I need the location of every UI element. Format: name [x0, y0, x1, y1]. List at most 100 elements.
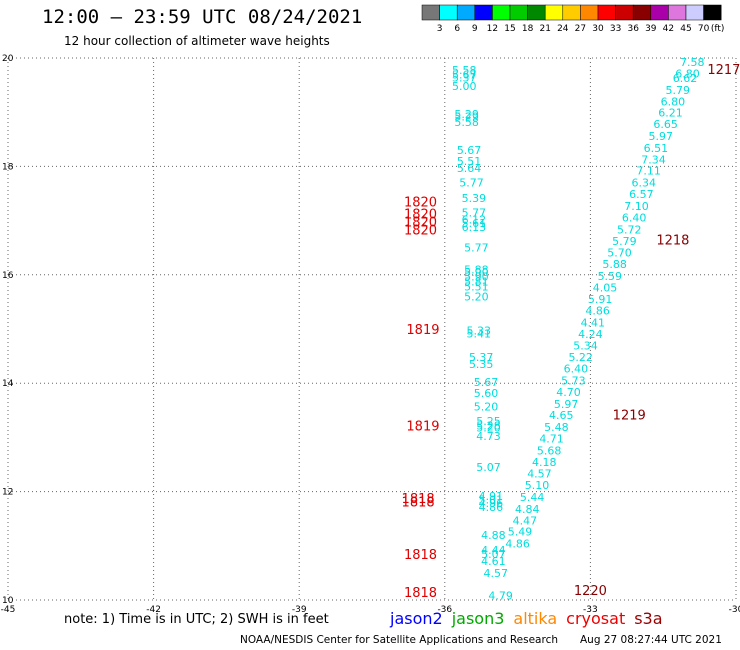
colorbar-swatch	[527, 4, 546, 21]
wave-height-point: 5.29	[454, 108, 479, 121]
time-label: 1818	[404, 586, 437, 601]
y-tick-label: 16	[2, 271, 14, 281]
y-tick-label: 14	[2, 379, 14, 389]
x-tick-label: -42	[146, 605, 161, 615]
colorbar-swatch	[544, 4, 564, 21]
colorbar-swatch	[632, 4, 652, 21]
wave-height-point: 7.58	[680, 56, 705, 69]
wave-height-point: 4.47	[513, 514, 538, 527]
wave-height-point: 4.61	[481, 555, 506, 568]
wave-height-point: 6.57	[629, 188, 654, 201]
wave-height-point: 6.51	[644, 142, 669, 155]
x-tick-label: -36	[437, 605, 452, 615]
wave-height-point: 5.77	[459, 177, 484, 190]
wave-height-point: 4.86	[479, 501, 504, 514]
wave-height-point: 5.70	[607, 247, 632, 260]
wave-height-point: 7.10	[624, 200, 649, 213]
wave-height-point: 4.44	[481, 544, 506, 557]
wave-height-point: 5.20	[476, 422, 501, 435]
colorbar-tick-label: 39	[645, 24, 657, 34]
wave-height-point: 4.41	[581, 316, 606, 329]
wave-height-point: 4.91	[479, 490, 504, 503]
wave-height-point: 5.44	[520, 491, 545, 504]
wave-height-point: 6.40	[564, 363, 589, 376]
wave-height-point: 5.20	[474, 401, 499, 414]
time-labels: 1820182018201820181918191818181818181818…	[402, 63, 740, 601]
wave-height-point: 5.64	[457, 162, 482, 175]
colorbar-tick-label: 9	[472, 24, 478, 34]
wave-height-point: 6.62	[673, 72, 698, 85]
colorbar-tick-label: 36	[627, 24, 639, 34]
colorbar-swatch	[562, 4, 581, 21]
wave-height-point: 5.72	[617, 223, 642, 236]
colorbar-unit: (ft)	[711, 24, 725, 34]
colorbar-swatch	[650, 4, 669, 21]
satellite-legend-cryosat: cryosat	[566, 609, 626, 628]
y-tick-label: 10	[2, 596, 14, 606]
wave-height-point: 5.07	[481, 548, 506, 561]
colorbar-tick-label: 70	[698, 24, 710, 34]
wave-height-point: 5.34	[573, 339, 598, 352]
wave-height-point: 5.81	[464, 275, 489, 288]
wave-height-point: 6.34	[632, 177, 657, 190]
wave-height-point: 5.79	[612, 235, 637, 248]
footer-note: note: 1) Time is in UTC; 2) SWH is in fe…	[64, 612, 329, 627]
colorbar-swatch	[685, 4, 704, 21]
wave-height-point: 5.58	[452, 64, 477, 77]
colorbar-tick-label: 12	[487, 24, 498, 34]
time-label: 1818	[404, 548, 437, 563]
chart-subtitle: 12 hour collection of altimeter wave hei…	[64, 34, 330, 48]
time-label: 1219	[613, 409, 646, 424]
wave-height-point: 5.51	[457, 155, 482, 168]
wave-height-point: 5.28	[476, 419, 501, 432]
wave-height-point: 6.40	[622, 211, 647, 224]
wave-height-point: 4.73	[476, 430, 501, 443]
data-points: 5.585.675.375.005.295.295.585.675.515.64…	[452, 56, 705, 603]
colorbar-tick-label: 21	[539, 24, 550, 34]
wave-height-point: 5.37	[469, 351, 494, 364]
satellite-legend-altika: altika	[513, 609, 558, 628]
colorbar-tick-label: 45	[680, 24, 691, 34]
time-label: 1820	[404, 216, 437, 231]
wave-height-point: 5.29	[454, 111, 479, 124]
x-tick-label: -30	[729, 605, 740, 615]
wave-height-point: 4.65	[549, 409, 574, 422]
colorbar-swatch	[474, 4, 493, 21]
wave-height-point: 5.33	[467, 325, 492, 338]
colorbar-swatch	[703, 4, 722, 21]
wave-height-point: 6.65	[653, 118, 678, 131]
time-label: 1220	[574, 584, 607, 599]
wave-height-point: 4.57	[527, 468, 552, 481]
wave-height-point: 5.90	[464, 266, 489, 279]
wave-height-point: 5.67	[452, 68, 477, 81]
wave-height-point: 7.34	[641, 153, 666, 166]
wave-height-point: 5.61	[462, 217, 487, 230]
wave-height-point: 4.57	[484, 567, 509, 580]
wave-height-point: 5.49	[508, 526, 533, 539]
wave-height-point: 4.84	[515, 503, 540, 516]
wave-height-point: 5.67	[457, 144, 482, 157]
time-label: 1218	[656, 234, 689, 249]
wave-height-point: 5.48	[544, 421, 569, 434]
wave-height-point: 7.11	[636, 165, 661, 178]
wave-height-point: 4.86	[505, 538, 530, 551]
wave-height-point: 5.10	[525, 479, 550, 492]
colorbar-tick-label: 30	[592, 24, 604, 34]
time-label: 1818	[402, 492, 435, 507]
colorbar-swatch	[439, 4, 458, 21]
wave-height-point: 5.67	[474, 376, 499, 389]
wave-height-point: 5.97	[649, 130, 674, 143]
wave-height-point: 5.91	[588, 293, 613, 306]
wave-height-point: 4.70	[556, 386, 581, 399]
time-label: 1819	[406, 419, 439, 434]
wave-height-point: 5.97	[554, 398, 579, 411]
colorbar-tick-label: 27	[575, 24, 586, 34]
wave-height-point: 5.20	[464, 290, 489, 303]
satellite-legend-s3a: s3a	[634, 609, 663, 628]
wave-height-point: 5.88	[464, 263, 489, 276]
wave-height-point: 6.80	[675, 68, 700, 81]
wave-height-point: 5.39	[462, 192, 487, 205]
colorbar-tick-label: 3	[437, 24, 443, 34]
